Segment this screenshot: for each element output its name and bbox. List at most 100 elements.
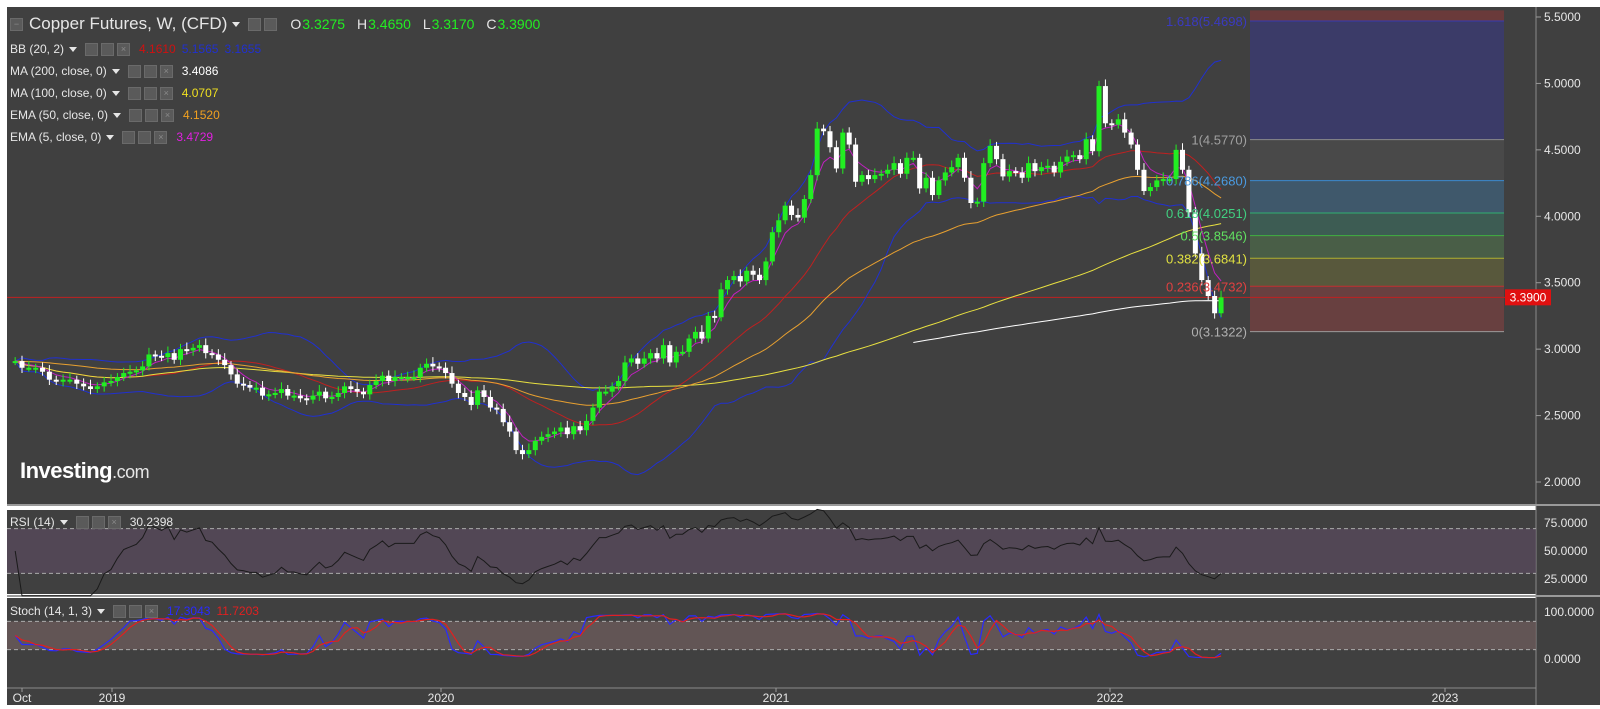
candle-body bbox=[853, 144, 859, 182]
candle-body bbox=[789, 205, 795, 215]
candle-body bbox=[234, 374, 240, 384]
candle-body bbox=[140, 366, 146, 371]
indicator-label[interactable]: EMA (5, close, 0) bbox=[10, 130, 102, 144]
candle-body bbox=[1070, 155, 1076, 158]
candle-body bbox=[165, 353, 171, 358]
ema50-value: 4.1520 bbox=[183, 108, 220, 122]
chevron-down-icon[interactable] bbox=[59, 519, 68, 525]
chevron-down-icon[interactable] bbox=[69, 46, 78, 52]
chevron-down-icon[interactable] bbox=[97, 608, 106, 614]
candle-body bbox=[87, 386, 93, 389]
candle-body bbox=[304, 398, 310, 401]
symbol-dropdown-icon[interactable] bbox=[232, 21, 241, 27]
candlesticks bbox=[12, 79, 1224, 460]
candle-body bbox=[801, 199, 807, 218]
close-icon[interactable]: × bbox=[159, 64, 173, 78]
settings-icon[interactable] bbox=[143, 64, 157, 78]
fib-zone-top bbox=[1250, 10, 1504, 22]
close-icon[interactable]: × bbox=[145, 604, 159, 618]
candle-body bbox=[247, 385, 253, 388]
open-value: 3.3275 bbox=[302, 16, 346, 32]
settings-icon[interactable] bbox=[101, 42, 115, 56]
candle-body bbox=[468, 396, 474, 405]
visibility-icon[interactable] bbox=[75, 515, 89, 529]
bollinger-lower-band bbox=[14, 195, 1222, 476]
stoch-d-line bbox=[14, 613, 1222, 659]
candle-body bbox=[316, 391, 322, 396]
fib-level-label: 0.382(3.6841) bbox=[1166, 251, 1247, 266]
fib-zone bbox=[1250, 180, 1504, 213]
candle-body bbox=[571, 426, 577, 435]
chevron-down-icon[interactable] bbox=[113, 112, 122, 118]
close-icon[interactable]: × bbox=[117, 42, 131, 56]
visibility-icon[interactable] bbox=[127, 64, 141, 78]
close-icon[interactable]: × bbox=[107, 515, 121, 529]
symbol-title[interactable]: Copper Futures, W, (CFD) bbox=[29, 14, 228, 33]
visibility-icon[interactable] bbox=[113, 604, 127, 618]
candle-body bbox=[475, 390, 481, 405]
candle-body bbox=[577, 426, 583, 431]
time-axis[interactable]: Oct 2019 2020 2021 2022 2023 bbox=[13, 688, 1459, 705]
indicator-label[interactable]: BB (20, 2) bbox=[10, 42, 65, 56]
candle-body bbox=[253, 387, 259, 390]
settings-icon[interactable] bbox=[129, 604, 143, 618]
candle-body bbox=[1160, 179, 1166, 182]
candle-body bbox=[260, 387, 266, 396]
candle-body bbox=[178, 349, 184, 360]
candle-body bbox=[101, 382, 107, 387]
fibonacci-retracement[interactable] bbox=[1250, 10, 1504, 333]
fib-level-label: 0.786(4.2680) bbox=[1166, 174, 1247, 189]
settings-icon[interactable] bbox=[145, 108, 159, 122]
visibility-icon[interactable] bbox=[248, 17, 262, 31]
visibility-icon[interactable] bbox=[129, 108, 143, 122]
candle-body bbox=[750, 270, 756, 275]
indicator-label[interactable]: EMA (50, close, 0) bbox=[10, 108, 109, 122]
close-icon[interactable]: × bbox=[154, 130, 168, 144]
candle-body bbox=[513, 431, 519, 451]
chevron-down-icon[interactable] bbox=[111, 90, 120, 96]
stoch-tick-label: 100.0000 bbox=[1544, 605, 1594, 619]
collapse-icon[interactable]: − bbox=[10, 17, 23, 31]
price-axis[interactable]: 5.5000 5.0000 4.5000 4.0000 3.5000 3.0000 2.50… bbox=[1536, 10, 1581, 489]
candle-body bbox=[228, 365, 234, 375]
close-icon[interactable]: × bbox=[159, 86, 173, 100]
chevron-down-icon[interactable] bbox=[106, 134, 115, 140]
close-icon[interactable]: × bbox=[161, 108, 175, 122]
candle-body bbox=[1077, 155, 1083, 160]
candle-body bbox=[680, 351, 686, 354]
chevron-down-icon[interactable] bbox=[111, 68, 120, 74]
settings-icon[interactable] bbox=[264, 17, 278, 31]
candle-body bbox=[622, 362, 628, 382]
rsi-label[interactable]: RSI (14) bbox=[10, 515, 55, 529]
candle-body bbox=[551, 431, 557, 435]
candle-body bbox=[558, 427, 564, 432]
settings-icon[interactable] bbox=[91, 515, 105, 529]
ema5-value: 3.4729 bbox=[176, 130, 214, 144]
candle-body bbox=[60, 379, 66, 382]
settings-icon[interactable] bbox=[143, 86, 157, 100]
candle-body bbox=[782, 205, 788, 221]
visibility-icon[interactable] bbox=[85, 42, 99, 56]
fib-zone bbox=[1250, 235, 1504, 259]
ma200-value: 3.4086 bbox=[181, 64, 219, 78]
candle-body bbox=[209, 353, 215, 356]
candle-body bbox=[955, 157, 961, 168]
fib-level-label: 0.618(4.0251) bbox=[1166, 206, 1247, 221]
settings-icon[interactable] bbox=[138, 130, 152, 144]
last-price-label: 3.3900 bbox=[1505, 289, 1551, 306]
indicator-label[interactable]: MA (200, close, 0) bbox=[10, 64, 107, 78]
stoch-label[interactable]: Stoch (14, 1, 3) bbox=[10, 604, 93, 618]
rsi-band bbox=[7, 528, 1536, 574]
visibility-icon[interactable] bbox=[122, 130, 136, 144]
candle-body bbox=[424, 363, 430, 368]
candle-body bbox=[94, 386, 100, 389]
candle-body bbox=[776, 220, 782, 233]
indicator-label[interactable]: MA (100, close, 0) bbox=[10, 86, 107, 100]
candle-body bbox=[1102, 86, 1108, 124]
candle-body bbox=[1147, 187, 1153, 192]
visibility-icon[interactable] bbox=[127, 86, 141, 100]
candle-body bbox=[417, 367, 423, 378]
candle-body bbox=[1186, 169, 1192, 213]
candle-body bbox=[222, 359, 228, 366]
